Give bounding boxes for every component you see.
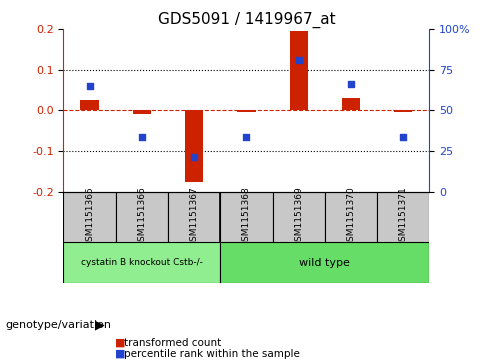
Text: GSM1151371: GSM1151371 xyxy=(399,187,408,248)
Text: wild type: wild type xyxy=(300,258,350,268)
Point xyxy=(399,134,407,140)
Text: GSM1151369: GSM1151369 xyxy=(294,187,303,248)
FancyBboxPatch shape xyxy=(273,192,325,242)
Text: percentile rank within the sample: percentile rank within the sample xyxy=(124,349,300,359)
FancyBboxPatch shape xyxy=(377,192,429,242)
FancyBboxPatch shape xyxy=(220,242,429,283)
Bar xyxy=(342,98,360,110)
Bar xyxy=(289,31,308,110)
Point xyxy=(138,134,146,140)
Bar xyxy=(185,110,203,182)
FancyBboxPatch shape xyxy=(63,242,220,283)
Text: GSM1151365: GSM1151365 xyxy=(85,187,94,248)
Title: GDS5091 / 1419967_at: GDS5091 / 1419967_at xyxy=(158,12,335,28)
Text: ■: ■ xyxy=(115,349,125,359)
Text: genotype/variation: genotype/variation xyxy=(5,320,111,330)
Point xyxy=(295,57,303,62)
FancyBboxPatch shape xyxy=(325,192,377,242)
Point xyxy=(190,154,198,160)
Bar xyxy=(237,110,256,113)
Text: GSM1151366: GSM1151366 xyxy=(137,187,146,248)
Text: ■: ■ xyxy=(115,338,125,348)
Point xyxy=(347,81,355,87)
FancyBboxPatch shape xyxy=(116,192,168,242)
Bar xyxy=(394,110,412,113)
Text: GSM1151367: GSM1151367 xyxy=(190,187,199,248)
Text: GSM1151368: GSM1151368 xyxy=(242,187,251,248)
Text: transformed count: transformed count xyxy=(124,338,222,348)
Bar xyxy=(81,100,99,110)
Text: cystatin B knockout Cstb-/-: cystatin B knockout Cstb-/- xyxy=(81,258,203,267)
FancyBboxPatch shape xyxy=(168,192,220,242)
Point xyxy=(86,83,94,89)
Bar xyxy=(133,110,151,114)
Point xyxy=(243,134,250,140)
FancyBboxPatch shape xyxy=(63,192,116,242)
Text: GSM1151370: GSM1151370 xyxy=(346,187,356,248)
FancyBboxPatch shape xyxy=(220,192,273,242)
Text: ▶: ▶ xyxy=(95,318,105,331)
